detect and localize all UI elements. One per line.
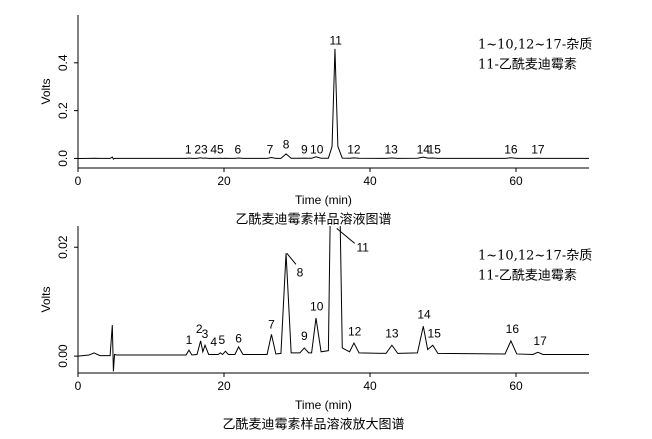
peak-label: 14	[417, 143, 431, 157]
peak-label: 9	[301, 329, 308, 343]
peak-label: 11	[356, 240, 369, 254]
x-tick-label: 0	[75, 174, 82, 188]
peak-label: 15	[428, 327, 442, 341]
peak-label: 17	[533, 334, 547, 348]
peak-label: 16	[504, 143, 518, 157]
caption: 乙酰麦迪霉素样品溶液放大图谱	[222, 418, 404, 433]
peak-label: 5	[218, 333, 225, 347]
leader-line	[336, 227, 356, 244]
x-tick-label: 0	[75, 379, 82, 393]
y-tick-label: 0.0	[56, 150, 70, 167]
panel: 0.00 0.02 0 20 40 60 Time (min) Volts 乙酰麦迪霉素样品溶液…	[39, 226, 592, 433]
peak-label: 12	[348, 324, 362, 338]
x-tick-label: 60	[509, 379, 523, 393]
peak-label: 17	[531, 143, 545, 157]
peak-label: 3	[202, 327, 209, 341]
y-tick-label: 0.02	[56, 235, 70, 259]
panel: 0.0 0.2 0.4 0 20 40 60 Time (min) Volts 乙酰麦迪霉素样品溶…	[39, 15, 592, 228]
x-tick-label: 20	[217, 379, 231, 393]
y-tick-label: 0.2	[56, 102, 70, 119]
y-axis-label: Volts	[39, 78, 53, 104]
legend-note: 11-乙酰麦迪霉素	[478, 58, 577, 73]
peak-label: 7	[267, 143, 274, 157]
peak-label: 1	[186, 333, 193, 347]
y-tick-label: 0.4	[56, 54, 70, 71]
x-tick-label: 60	[509, 174, 523, 188]
peak-label: 15	[428, 143, 442, 157]
peak-label: 10	[310, 299, 324, 313]
y-axis-label: Volts	[39, 286, 53, 312]
x-tick-label: 40	[363, 379, 377, 393]
peak-label: 2	[194, 143, 201, 157]
peak-label: 13	[384, 143, 398, 157]
peak-label: 3	[201, 143, 208, 157]
peak-label: 11	[329, 33, 342, 47]
peak-label: 6	[235, 331, 242, 345]
peak-label: 8	[283, 138, 290, 152]
peak-label: 1	[185, 143, 192, 157]
x-axis-label: Time (min)	[295, 398, 352, 412]
peak-label: 10	[310, 143, 324, 157]
peak-label: 9	[301, 143, 308, 157]
peak-label: 14	[417, 307, 431, 321]
caption: 乙酰麦迪霉素样品溶液图谱	[235, 213, 391, 228]
x-tick-label: 20	[217, 174, 231, 188]
legend-note: 11-乙酰麦迪霉素	[478, 269, 577, 284]
peak-label: 5	[217, 143, 224, 157]
peak-label: 16	[506, 322, 520, 336]
trace	[78, 226, 589, 372]
legend-note: 1~10,12~17-杂质	[478, 38, 592, 53]
leader-line	[286, 253, 297, 265]
peak-label: 13	[385, 327, 399, 341]
peak-label: 6	[235, 143, 242, 157]
peak-label: 2	[196, 322, 203, 336]
peak-label: 4	[210, 335, 217, 349]
x-tick-label: 40	[363, 174, 377, 188]
x-axis-label: Time (min)	[295, 193, 352, 207]
peak-label: 4	[210, 143, 217, 157]
peak-label: 7	[268, 317, 275, 331]
legend-note: 1~10,12~17-杂质	[478, 249, 592, 264]
trace	[78, 48, 589, 160]
y-tick-label: 0.00	[56, 344, 70, 368]
peak-label: 12	[347, 143, 361, 157]
peak-label: 8	[297, 266, 304, 280]
